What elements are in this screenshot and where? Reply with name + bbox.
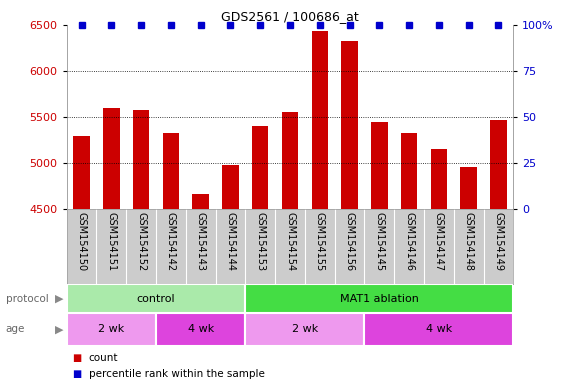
Text: GSM154149: GSM154149 [494, 212, 503, 270]
Text: count: count [89, 353, 118, 363]
Text: age: age [6, 324, 25, 334]
Text: ■: ■ [72, 369, 82, 379]
Text: ▶: ▶ [55, 324, 64, 334]
Bar [74, 136, 90, 209]
Text: GSM154146: GSM154146 [404, 212, 414, 270]
Text: percentile rank within the sample: percentile rank within the sample [89, 369, 264, 379]
Bar [163, 133, 179, 209]
Bar [311, 31, 328, 209]
Bar [490, 120, 506, 209]
Bar [461, 167, 477, 209]
Text: GSM154153: GSM154153 [255, 212, 265, 271]
Text: ▶: ▶ [55, 293, 64, 304]
Text: GSM154143: GSM154143 [195, 212, 206, 270]
Bar [342, 41, 358, 209]
Text: GSM154154: GSM154154 [285, 212, 295, 271]
Bar [252, 126, 269, 209]
Text: GSM154156: GSM154156 [345, 212, 354, 271]
Text: MAT1 ablation: MAT1 ablation [340, 293, 419, 304]
Text: GSM154152: GSM154152 [136, 212, 146, 271]
Text: GSM154150: GSM154150 [77, 212, 86, 271]
Bar [133, 110, 149, 209]
Bar [364, 313, 513, 346]
Bar [193, 194, 209, 209]
Bar [222, 165, 238, 209]
Text: GSM154142: GSM154142 [166, 212, 176, 271]
Bar [156, 313, 245, 346]
Text: protocol: protocol [6, 293, 49, 304]
Text: 2 wk: 2 wk [98, 324, 125, 334]
Bar [103, 108, 119, 209]
Bar [67, 284, 245, 313]
Bar [245, 284, 513, 313]
Text: GDS2561 / 100686_at: GDS2561 / 100686_at [221, 10, 359, 23]
Bar [282, 112, 298, 209]
Bar [245, 313, 364, 346]
Text: control: control [137, 293, 175, 304]
Text: GSM154151: GSM154151 [106, 212, 117, 271]
Bar [371, 122, 387, 209]
Text: GSM154147: GSM154147 [434, 212, 444, 271]
Text: 4 wk: 4 wk [426, 324, 452, 334]
Text: GSM154144: GSM154144 [226, 212, 235, 270]
Text: 2 wk: 2 wk [292, 324, 318, 334]
Text: GSM154155: GSM154155 [315, 212, 325, 271]
Text: GSM154145: GSM154145 [374, 212, 385, 271]
Text: 4 wk: 4 wk [187, 324, 214, 334]
Bar [67, 313, 156, 346]
Text: ■: ■ [72, 353, 82, 363]
Bar [431, 149, 447, 209]
Bar [401, 133, 417, 209]
Text: GSM154148: GSM154148 [463, 212, 474, 270]
